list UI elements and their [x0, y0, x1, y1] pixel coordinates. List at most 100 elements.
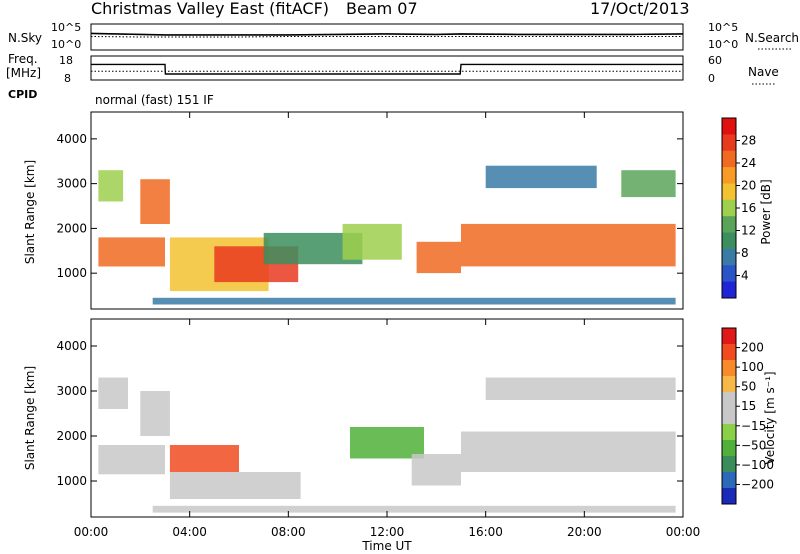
- velocity-y-ticks: 1000 2000 3000 4000: [56, 339, 683, 488]
- velocity-ytick-label-0: 1000: [56, 474, 87, 488]
- power-ytick-label-2: 3000: [56, 177, 87, 191]
- velocity-cbar-label-2: 50: [741, 380, 756, 394]
- noise-right-tick-bottom: 10^0: [708, 38, 738, 51]
- velocity-ytick-label-2: 3000: [56, 384, 87, 398]
- velocity-band-8: [485, 377, 676, 400]
- velocity-cbar-label-4: −15: [741, 419, 766, 433]
- velocity-cbar-cell-7: [722, 440, 736, 457]
- power-panel: 1000 2000 3000 4000 Slant Range [km] 4 8 12 16…: [23, 111, 773, 310]
- freq-right-tick-bottom: 0: [708, 72, 715, 85]
- noise-right-label: N.Search: [745, 31, 799, 45]
- x-ticks: 00:00 04:00 08:00 12:00 16:00 20:00 00:00: [74, 112, 701, 539]
- cpid-value: normal (fast) 151 IF: [95, 93, 214, 107]
- velocity-band-4: [169, 472, 301, 499]
- velocity-cbar-cell-1: [722, 344, 736, 361]
- power-band-2: [98, 170, 124, 202]
- freq-lines: [91, 63, 683, 75]
- power-cbar-cell-7: [722, 232, 736, 250]
- velocity-cbar-cell-0: [722, 328, 736, 345]
- power-ytick-label-3: 4000: [56, 132, 87, 146]
- velocity-cbar-cell-2: [722, 360, 736, 377]
- freq-panel: Freq. [MHz] 18 8 60 0 Nave: [6, 52, 779, 85]
- freq-left-tick-top: 18: [59, 54, 73, 67]
- velocity-panel: 1000 2000 3000 4000 Slant Range [km] 200 100…: [23, 112, 777, 553]
- power-cbar-cell-1: [722, 134, 736, 152]
- power-band-10: [621, 170, 676, 198]
- cpid-label: CPID: [8, 88, 37, 101]
- power-y-ticks: 1000 2000 3000 4000: [56, 132, 683, 280]
- velocity-bands: [98, 377, 676, 513]
- power-ytick-label-1: 2000: [56, 221, 87, 235]
- power-cbar-label-2: 12: [741, 224, 756, 238]
- velocity-ytick-label-1: 2000: [56, 429, 87, 443]
- power-cbar-label-4: 20: [741, 179, 756, 193]
- velocity-band-5: [350, 427, 424, 459]
- velocity-cbar-label-3: 15: [741, 399, 756, 413]
- power-cbar-cell-2: [722, 150, 736, 168]
- freq-left-label-2: [MHz]: [6, 66, 41, 80]
- date-label: 17/Oct/2013: [590, 0, 690, 18]
- velocity-band-1: [98, 377, 128, 409]
- noise-series-0: [90, 32, 684, 36]
- velocity-cbar-label-1: 100: [741, 360, 764, 374]
- x-tick-label-6: 00:00: [666, 525, 701, 539]
- power-cbar-cell-5: [722, 199, 736, 217]
- noise-panel: N.Sky 10^5 10^0 10^5 10^0 N.Search: [8, 21, 799, 51]
- x-tick-label-1: 04:00: [172, 525, 207, 539]
- noise-left-tick-top: 10^5: [51, 21, 81, 34]
- velocity-cbar-cell-5: [722, 408, 736, 425]
- noise-series-1: [90, 36, 683, 38]
- x-tick-label-4: 16:00: [468, 525, 503, 539]
- power-colorbar-label: Power [dB]: [759, 179, 773, 244]
- velocity-cbar-label-5: −50: [741, 438, 766, 452]
- x-tick-label-0: 00:00: [74, 525, 109, 539]
- velocity-band-7: [461, 431, 676, 472]
- power-band-8: [461, 223, 676, 267]
- power-cbar-label-3: 16: [741, 201, 756, 215]
- beam-label: Beam 07: [346, 0, 418, 18]
- velocity-cbar-cell-10: [722, 488, 736, 505]
- freq-panel-frame: [90, 55, 684, 81]
- power-cbar-label-1: 8: [741, 246, 749, 260]
- power-colorbar: 4 8 12 16 20 24 28: [721, 117, 756, 299]
- freq-right-tick-top: 60: [708, 54, 722, 67]
- freq-right-label: Nave: [748, 65, 779, 79]
- velocity-band-6: [411, 454, 461, 486]
- velocity-cbar-cell-4: [722, 392, 736, 409]
- velocity-cbar-frame: [721, 327, 737, 505]
- power-band-1: [140, 179, 170, 224]
- power-cbar-label-5: 24: [741, 156, 756, 170]
- noise-left-tick-bottom: 10^0: [51, 38, 81, 51]
- velocity-cbar-label-7: −200: [741, 477, 774, 491]
- power-band-0: [98, 237, 165, 267]
- freq-left-label-1: Freq.: [8, 52, 38, 66]
- power-bands: [98, 165, 676, 305]
- x-axis-label: Time UT: [361, 539, 412, 553]
- x-tick-label-5: 20:00: [567, 525, 602, 539]
- power-band-6: [342, 223, 402, 260]
- power-y-label: Slant Range [km]: [23, 160, 37, 264]
- power-cbar-cell-4: [722, 183, 736, 201]
- velocity-colorbar: 200 100 50 15 −15 −50 −100 −200: [721, 327, 774, 505]
- power-cbar-cell-6: [722, 216, 736, 234]
- velocity-band-0: [98, 445, 165, 475]
- x-tick-label-3: 12:00: [370, 525, 405, 539]
- power-cbar-label-0: 4: [741, 269, 749, 283]
- power-band-9: [485, 165, 597, 189]
- freq-series: [91, 63, 683, 75]
- power-cbar-cell-3: [722, 167, 736, 184]
- velocity-cbar-cell-6: [722, 424, 736, 441]
- velocity-band-2: [140, 391, 170, 436]
- power-cbar-label-6: 28: [741, 134, 756, 148]
- power-cbar-cell-9: [722, 265, 736, 283]
- noise-left-label: N.Sky: [8, 31, 42, 45]
- noise-right-tick-top: 10^5: [708, 21, 738, 34]
- power-band-11: [152, 297, 676, 305]
- velocity-cbar-cell-9: [722, 472, 736, 489]
- velocity-colorbar-label: Velocity [m s⁻¹]: [763, 371, 777, 464]
- velocity-cbar-cell-3: [722, 376, 736, 393]
- velocity-cbar-cell-8: [722, 456, 736, 473]
- power-band-7: [416, 241, 461, 274]
- power-ytick-label-0: 1000: [56, 266, 87, 280]
